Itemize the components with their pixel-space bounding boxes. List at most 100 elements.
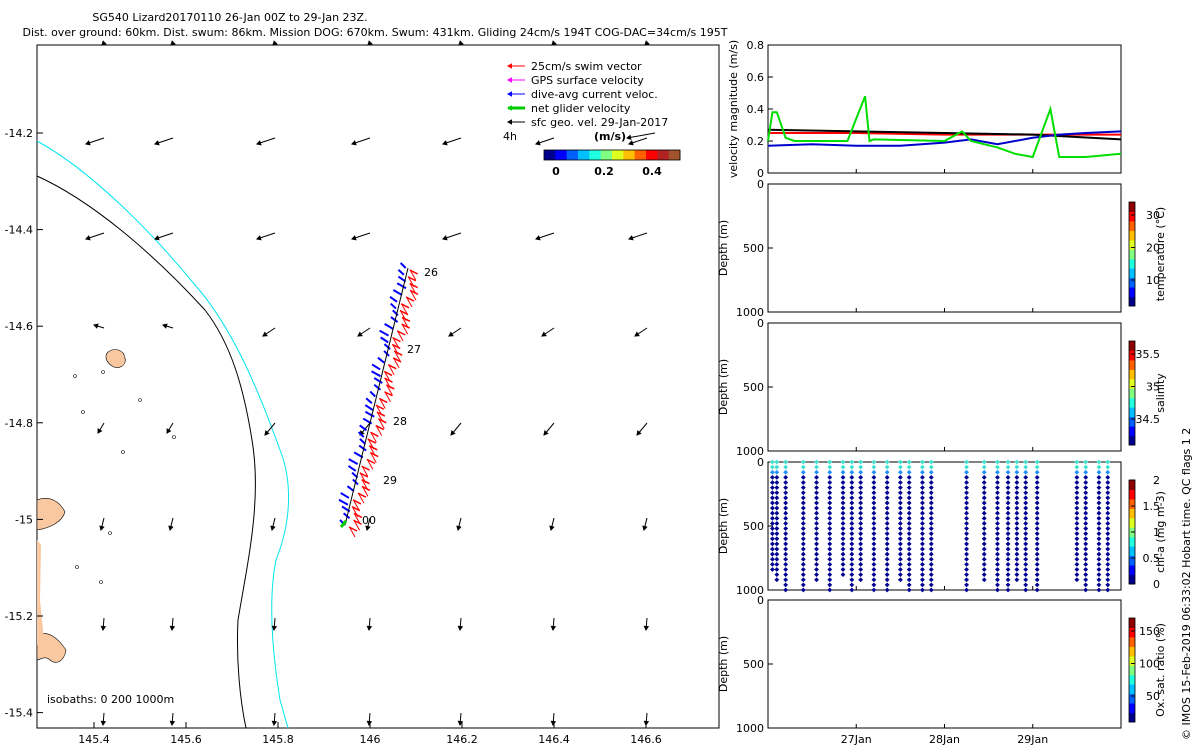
chl-a-sample-marker (849, 490, 855, 496)
coast-patch (37, 540, 44, 645)
chl-a-sample-marker (995, 526, 1000, 531)
chl-a-sample-marker (1014, 515, 1020, 521)
chl-a-sample-marker (928, 485, 934, 491)
chl-a-sample-marker (906, 551, 912, 557)
map-y-tick-label: -14.2 (5, 127, 33, 140)
chl-a-sample-marker (774, 577, 780, 583)
colorbar-swatch (1129, 574, 1135, 585)
chl-a-sample-marker (800, 490, 806, 496)
vector-arrowhead (642, 525, 648, 532)
chl-a-sample-marker (800, 480, 806, 485)
colorbar-frame (1128, 201, 1136, 307)
chl-a-sample-marker (814, 556, 819, 562)
chl-a-sample-marker (783, 587, 789, 593)
swim-vector (361, 485, 371, 492)
colorbar-swatch (1129, 703, 1135, 714)
chl-a-sample-marker (928, 521, 934, 526)
chl-a-sample-marker (814, 526, 819, 531)
chl-a-sample-marker (849, 546, 855, 552)
chl-a-sample-marker (928, 480, 934, 485)
colorbar-swatch (1129, 277, 1135, 288)
chl-a-sample-marker (897, 515, 903, 521)
colorbar-swatch (1129, 536, 1135, 547)
chl-a-sample-marker (800, 577, 806, 583)
chl-a-sample-marker (906, 510, 912, 516)
colorbar-label: salinity (1154, 373, 1167, 413)
chl-a-sample-marker (981, 572, 987, 578)
swim-vector (400, 311, 407, 321)
chl-a-sample-marker (1005, 577, 1011, 583)
swim-vector (402, 324, 409, 335)
islet (99, 580, 103, 584)
chl-a-sample-marker (964, 546, 969, 552)
chl-a-sample-marker (920, 551, 925, 557)
depth-y-tick-label: 500 (743, 520, 764, 533)
chl-a-sample-marker (1105, 587, 1111, 593)
vector-arrowhead (643, 720, 650, 727)
chl-a-sample-marker (995, 587, 1000, 593)
chl-a-sample-marker (1014, 521, 1020, 526)
depth-panel-frame (767, 461, 1122, 591)
swim-vector (384, 377, 393, 383)
chl-a-sample-marker (840, 567, 846, 572)
colorbar-tick-label: 10 (1146, 274, 1160, 287)
chl-a-sample-marker (884, 490, 890, 496)
swim-vector (354, 520, 360, 531)
depth-y-tick-label: 500 (743, 658, 764, 671)
colorbar-swatch (1129, 416, 1135, 427)
chl-a-sample-marker (1034, 531, 1040, 537)
chl-a-sample-marker (897, 485, 903, 491)
chl-a-sample-marker (770, 561, 775, 567)
map-y-tick-label: -14.6 (5, 320, 33, 333)
current-vector (348, 458, 359, 466)
chl-a-sample-marker (827, 521, 833, 526)
chl-a-sample-marker (964, 541, 969, 547)
vector-arrowhead (85, 140, 91, 146)
chl-a-sample-marker (981, 546, 987, 552)
chl-a-sample-marker (1074, 526, 1080, 531)
chl-a-sample-marker (964, 577, 969, 583)
chl-a-sample-marker (1023, 546, 1029, 552)
chl-a-sample-marker (964, 587, 969, 593)
chl-a-sample-marker (827, 567, 833, 572)
swim-vector (353, 500, 360, 511)
colorbar-swatch (1129, 508, 1135, 519)
chl-a-sample-marker (770, 515, 775, 521)
chl-a-sample-marker (981, 490, 987, 496)
chl-a-sample-marker (981, 515, 987, 521)
chl-a-sample-marker (1083, 546, 1089, 552)
vector-arrowhead (442, 235, 448, 241)
swim-vector (401, 316, 411, 323)
chl-a-sample-marker (858, 556, 864, 562)
swim-vector (384, 391, 393, 397)
chl-a-sample-marker (1014, 485, 1020, 491)
chl-a-sample-marker (774, 536, 780, 542)
chl-a-sample-marker (858, 531, 864, 537)
current-vector (357, 431, 365, 438)
chl-a-sample-marker (995, 541, 1000, 547)
chl-a-sample-marker (920, 567, 925, 572)
chl-a-sample-marker (1074, 546, 1080, 552)
vector-arrow (626, 132, 656, 139)
chl-a-sample-marker (871, 567, 877, 572)
map-x-tick-label: 146.6 (630, 733, 662, 746)
colorbar-swatch (600, 150, 613, 160)
figure-title: SG540 Lizard20170110 26-Jan 00Z to 29-Ja… (92, 11, 367, 24)
chl-a-sample-marker (1023, 515, 1029, 521)
chl-a-sample-marker (814, 536, 819, 542)
current-vector (346, 485, 355, 492)
colorbar-swatch (1129, 627, 1135, 638)
chl-a-sample-marker (928, 551, 934, 557)
colorbar-swatch (578, 150, 590, 160)
isobath-200m-line (36, 140, 290, 729)
chl-a-sample-marker (928, 567, 934, 572)
chl-a-sample-marker (995, 490, 1000, 496)
chl-a-sample-marker (995, 582, 1000, 588)
chl-a-sample-marker (849, 582, 855, 588)
chl-a-sample-marker (964, 526, 969, 531)
map-y-tick-label: -15 (15, 513, 33, 526)
chl-a-sample-marker (858, 521, 864, 526)
chl-a-sample-marker (1034, 546, 1040, 552)
chl-a-sample-marker (1105, 551, 1111, 557)
chl-a-sample-marker (897, 572, 903, 578)
